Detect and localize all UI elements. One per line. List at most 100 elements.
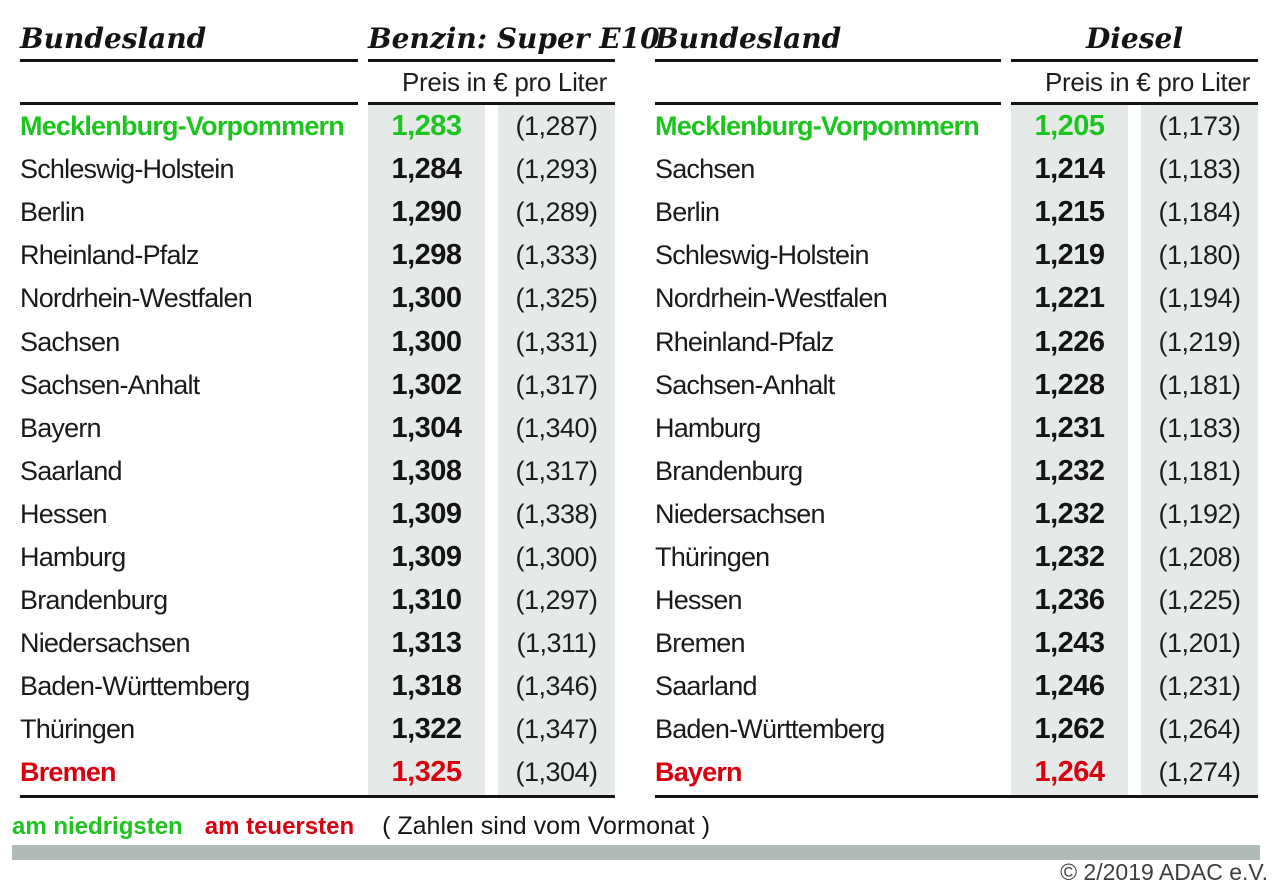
previous-month-price: (1,317) [498, 363, 615, 407]
state-name: Thüringen [20, 714, 135, 745]
column-header-benzin: Benzin: Super E10 [368, 22, 660, 55]
diesel-table: Bundesland Diesel Preis in € pro Liter M… [655, 20, 1258, 798]
table-row: Sachsen 1,300 (1,331) [20, 320, 615, 364]
state-name: Bremen [655, 628, 746, 659]
state-name: Nordrhein-Westfalen [20, 283, 253, 314]
state-name: Saarland [655, 671, 757, 702]
state-name: Baden-Württemberg [20, 671, 250, 702]
legend: am niedrigsten am teuersten ( Zahlen sin… [12, 812, 710, 841]
state-name: Sachsen-Anhalt [655, 369, 835, 400]
column-gap [485, 665, 498, 708]
column-header-bundesland: Bundesland [20, 22, 207, 55]
state-name: Hessen [655, 585, 743, 616]
previous-month-price: (1,194) [1141, 277, 1258, 321]
table-row: Nordrhein-Westfalen 1,221 (1,194) [655, 277, 1258, 321]
column-gap [1128, 665, 1141, 708]
divider-segment [1011, 59, 1258, 62]
column-gap [485, 579, 498, 622]
state-name: Niedersachsen [20, 628, 191, 659]
divider-segment [368, 59, 615, 62]
state-name: Rheinland-Pfalz [655, 326, 834, 357]
state-name: Hamburg [655, 412, 761, 443]
table-row: Hessen 1,236 (1,225) [655, 579, 1258, 623]
table-row: Sachsen 1,214 (1,183) [655, 148, 1258, 192]
benzin-table-body: Mecklenburg-Vorpommern 1,283 (1,287) Schles… [20, 105, 615, 795]
header-divider [655, 59, 1258, 62]
state-name: Sachsen [20, 326, 120, 357]
column-gap [1128, 191, 1141, 234]
current-price: 1,309 [368, 492, 485, 536]
divider-segment [20, 102, 358, 105]
current-price: 1,284 [368, 148, 485, 192]
previous-month-price: (1,184) [1141, 191, 1258, 235]
state-name: Saarland [20, 455, 122, 486]
current-price: 1,313 [368, 622, 485, 666]
copyright-text: © 2/2019 ADAC e.V. [1060, 859, 1268, 885]
state-name: Mecklenburg-Vorpommern [20, 111, 345, 142]
table-row: Schleswig-Holstein 1,219 (1,180) [655, 234, 1258, 278]
state-name: Hamburg [20, 541, 126, 572]
bottom-bar [12, 845, 1260, 860]
table-row: Berlin 1,290 (1,289) [20, 191, 615, 235]
column-gap [1128, 148, 1141, 191]
column-gap [485, 320, 498, 363]
previous-month-price: (1,338) [498, 492, 615, 536]
header-divider [20, 59, 615, 62]
previous-month-price: (1,274) [1141, 751, 1258, 795]
unit-header: Preis in € pro Liter [402, 66, 607, 97]
state-name: Niedersachsen [655, 498, 826, 529]
divider-segment [368, 102, 615, 105]
column-gap [485, 708, 498, 751]
divider-gap [358, 59, 368, 62]
bottom-divider [655, 794, 1258, 798]
previous-month-price: (1,173) [1141, 105, 1258, 149]
table-row: Baden-Württemberg 1,262 (1,264) [655, 708, 1258, 752]
table-row: Schleswig-Holstein 1,284 (1,293) [20, 148, 615, 192]
current-price: 1,283 [368, 105, 485, 149]
column-gap [485, 536, 498, 579]
table-row: Sachsen-Anhalt 1,228 (1,181) [655, 363, 1258, 407]
state-name: Bayern [20, 412, 102, 443]
table-row: Niedersachsen 1,313 (1,311) [20, 622, 615, 666]
previous-month-price: (1,293) [498, 148, 615, 192]
diesel-table-body: Mecklenburg-Vorpommern 1,205 (1,173) Sachse… [655, 105, 1258, 795]
state-name: Mecklenburg-Vorpommern [655, 111, 980, 142]
column-gap [485, 105, 498, 148]
previous-month-price: (1,325) [498, 277, 615, 321]
column-gap [485, 191, 498, 234]
current-price: 1,264 [1011, 751, 1128, 795]
column-gap [485, 234, 498, 277]
divider-segment [20, 59, 358, 62]
bottom-divider [20, 794, 615, 798]
table-row: Rheinland-Pfalz 1,298 (1,333) [20, 234, 615, 278]
previous-month-price: (1,181) [1141, 449, 1258, 493]
current-price: 1,228 [1011, 363, 1128, 407]
current-price: 1,232 [1011, 535, 1128, 580]
table-row: Saarland 1,246 (1,231) [655, 665, 1258, 709]
previous-month-price: (1,331) [498, 320, 615, 364]
column-gap [1128, 493, 1141, 536]
table-row: Brandenburg 1,232 (1,181) [655, 449, 1258, 493]
state-name: Hessen [20, 498, 108, 529]
previous-month-price: (1,287) [498, 105, 615, 149]
current-price: 1,214 [1011, 148, 1128, 192]
previous-month-price: (1,346) [498, 665, 615, 709]
current-price: 1,300 [368, 320, 485, 364]
current-price: 1,219 [1011, 234, 1128, 278]
benzin-unit-row: Preis in € pro Liter [20, 62, 615, 102]
previous-month-price: (1,180) [1141, 234, 1258, 278]
column-gap [1128, 751, 1141, 794]
previous-month-price: (1,333) [498, 234, 615, 278]
current-price: 1,322 [368, 708, 485, 752]
column-gap [1128, 277, 1141, 320]
table-row: Thüringen 1,232 (1,208) [655, 535, 1258, 580]
benzin-table-header: Bundesland Benzin: Super E10 [20, 20, 660, 59]
current-price: 1,290 [368, 191, 485, 235]
table-row: Baden-Württemberg 1,318 (1,346) [20, 665, 615, 709]
column-gap [1128, 579, 1141, 622]
state-name: Baden-Württemberg [655, 714, 885, 745]
state-name: Schleswig-Holstein [20, 154, 235, 185]
current-price: 1,302 [368, 363, 485, 407]
previous-month-price: (1,183) [1141, 406, 1258, 450]
previous-month-price: (1,297) [498, 579, 615, 623]
